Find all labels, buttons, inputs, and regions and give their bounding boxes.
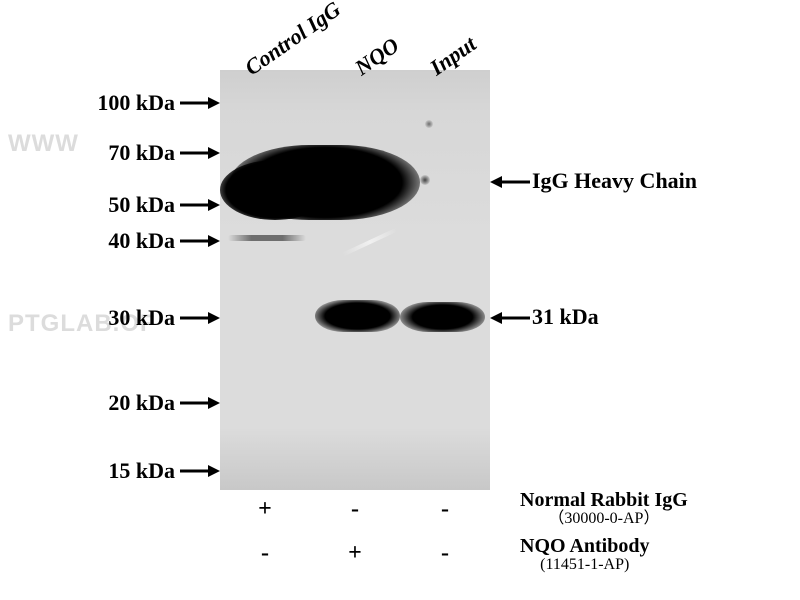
right-label-heavy-chain: IgG Heavy Chain	[532, 168, 697, 194]
lane-header-1: Control IgG	[240, 0, 346, 81]
antibody-label-control-cat: （30000-0-AP）	[520, 511, 688, 528]
antibody-label-control: Normal Rabbit IgG （30000-0-AP）	[520, 490, 688, 528]
plusminus-r1c2: -	[310, 496, 400, 523]
band-40kda-faint	[228, 235, 306, 241]
figure-container: WWW PTGLAB.OF Control IgG NQO Input 100 …	[0, 0, 800, 600]
marker-arrow-30	[180, 308, 220, 328]
antibody-label-nqo: NQO Antibody (11451-1-AP)	[520, 536, 649, 574]
marker-arrow-40	[180, 231, 220, 251]
band-31kda-nqo-lane	[315, 300, 400, 332]
marker-label-100: 100 kDa	[55, 90, 175, 116]
spot-input-50kda	[420, 175, 430, 185]
marker-label-50: 50 kDa	[55, 192, 175, 218]
plusminus-r1c1: +	[220, 496, 310, 523]
antibody-label-nqo-cat: (11451-1-AP)	[520, 557, 649, 574]
membrane-scratch	[342, 228, 398, 257]
antibody-label-nqo-name: NQO Antibody	[520, 535, 649, 557]
blot-membrane	[220, 70, 490, 490]
marker-label-40: 40 kDa	[55, 228, 175, 254]
marker-label-20: 20 kDa	[55, 390, 175, 416]
marker-arrow-70	[180, 143, 220, 163]
spot-input-70kda	[425, 120, 433, 128]
plusminus-r2c2: +	[310, 540, 400, 567]
marker-arrow-100	[180, 93, 220, 113]
antibody-label-control-name: Normal Rabbit IgG	[520, 489, 688, 511]
marker-arrow-15	[180, 461, 220, 481]
marker-arrow-20	[180, 393, 220, 413]
band-31kda-input-lane	[400, 302, 485, 332]
marker-label-70: 70 kDa	[55, 140, 175, 166]
plusminus-r1c3: -	[400, 496, 490, 523]
marker-label-15: 15 kDa	[55, 458, 175, 484]
right-label-31kda: 31 kDa	[532, 304, 599, 330]
marker-arrow-50	[180, 195, 220, 215]
marker-label-30: 30 kDa	[55, 305, 175, 331]
plusminus-r2c1: -	[220, 540, 310, 567]
right-arrow-31kda	[490, 308, 530, 333]
band-igg-heavy-chain-left	[220, 160, 330, 220]
plusminus-r2c3: -	[400, 540, 490, 567]
right-arrow-heavy-chain	[490, 172, 530, 197]
